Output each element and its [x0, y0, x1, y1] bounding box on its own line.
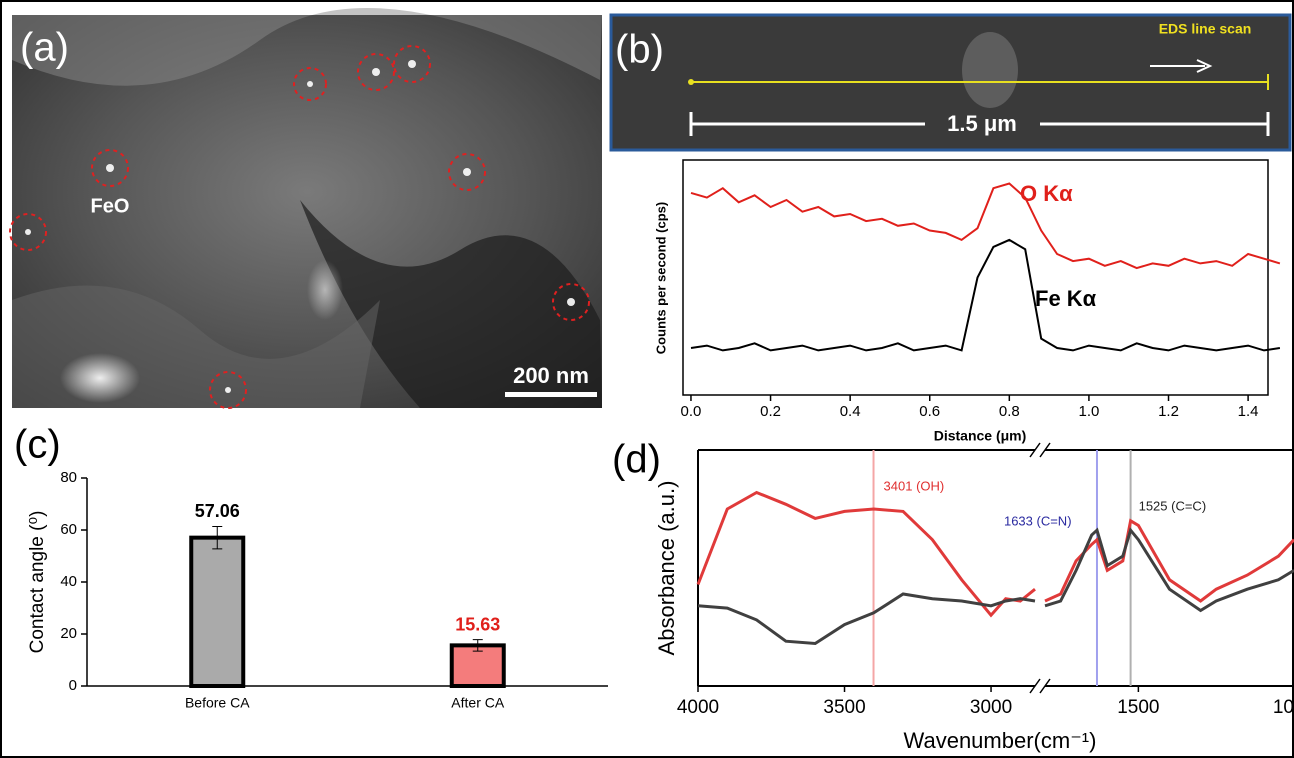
y-axis-title: Counts per second (cps)	[653, 202, 668, 354]
annotation-label: 1525 (C=C)	[1139, 498, 1207, 513]
y-tick-label: 60	[60, 521, 77, 538]
panel-label: (c)	[14, 423, 61, 467]
series-line	[698, 594, 1035, 644]
series-line	[691, 240, 1280, 351]
x-tick-label: 0.4	[840, 403, 861, 420]
x-tick-label: 4000	[677, 697, 719, 718]
value-label: 57.06	[195, 501, 240, 521]
bar	[191, 538, 243, 686]
scale-bar-label: 200 nm	[513, 363, 589, 388]
x-axis-title: Wavenumber(cm⁻¹)	[904, 728, 1097, 753]
x-tick-label: 0.6	[919, 403, 940, 420]
x-tick-label: Before CA	[185, 695, 250, 711]
series-label: Fe Kα	[1035, 286, 1097, 311]
series-label: O Kα	[1020, 181, 1073, 206]
annotation-label: 1633 (C=N)	[1004, 513, 1072, 528]
annotation: FeO	[91, 195, 130, 217]
y-axis-title: Contact angle (⁰)	[27, 511, 48, 654]
x-tick-label: 1500	[1117, 697, 1159, 718]
page: (a) FeO 200 nm (b) EDS line scan 1.5 μm …	[0, 0, 1294, 758]
figure: (a) FeO 200 nm (b) EDS line scan 1.5 μm …	[0, 0, 1294, 758]
series-line	[698, 493, 1035, 616]
x-tick-label: 3500	[823, 697, 865, 718]
x-tick-label: 0.2	[760, 403, 781, 420]
x-tick-label: 3000	[970, 697, 1012, 718]
series-line	[691, 184, 1280, 269]
y-tick-label: 20	[60, 625, 77, 642]
y-tick-label: 80	[60, 469, 77, 486]
x-tick-label: 0.8	[999, 403, 1020, 420]
x-tick-label: 1.0	[1078, 403, 1099, 420]
value-label: 15.63	[455, 614, 500, 634]
y-tick-label: 0	[69, 677, 77, 694]
y-tick-label: 40	[60, 573, 77, 590]
x-tick-label: 1.4	[1238, 403, 1259, 420]
annotation-label: 3401 (OH)	[884, 478, 945, 493]
y-axis-title: Absorbance (a.u.)	[654, 481, 679, 656]
panel-label: (a)	[20, 26, 69, 70]
panel-label: (b)	[615, 28, 664, 72]
x-tick-label: 1.2	[1158, 403, 1179, 420]
x-tick-label: After CA	[451, 695, 505, 711]
x-tick-label: 1000	[1273, 697, 1294, 718]
panel-label: (d)	[612, 438, 661, 482]
scale-bar-label: 1.5 μm	[947, 111, 1017, 136]
annotation: EDS line scan	[1159, 21, 1252, 37]
x-tick-label: 0.0	[681, 403, 702, 420]
plot-frame	[683, 160, 1268, 395]
x-axis-title: Distance (μm)	[934, 428, 1027, 444]
